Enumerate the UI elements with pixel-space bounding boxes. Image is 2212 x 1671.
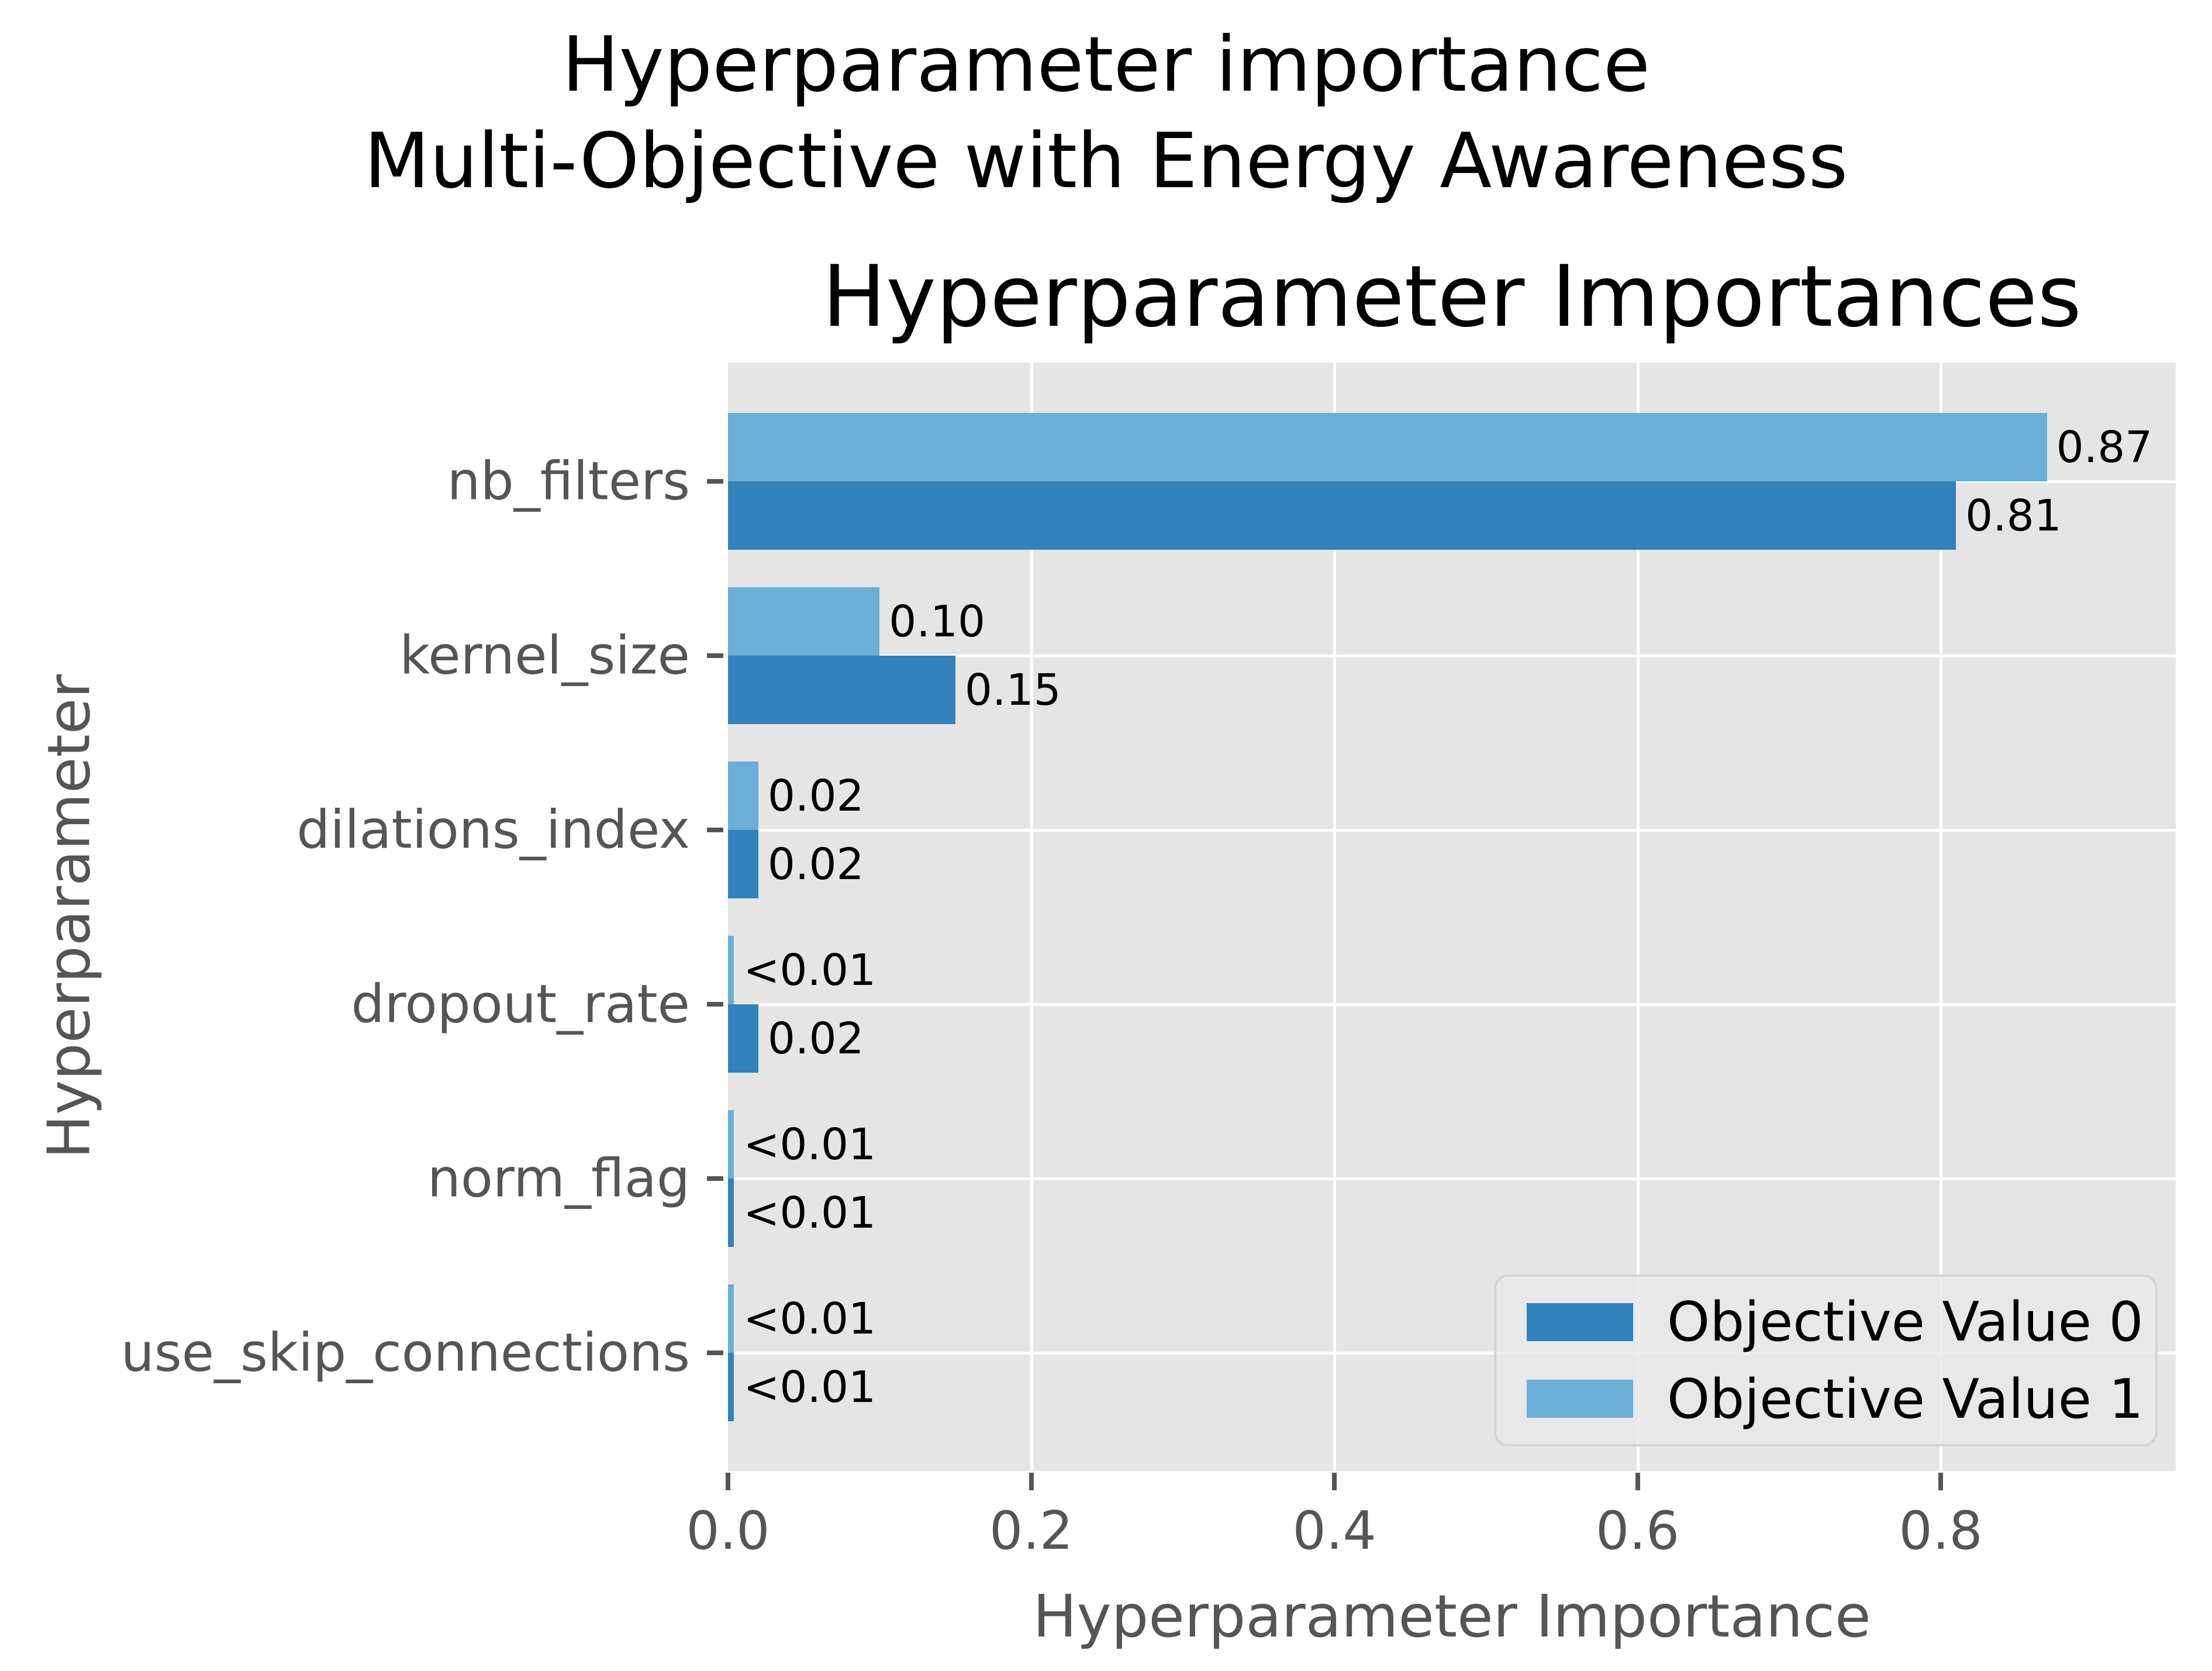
ytick-mark bbox=[707, 1002, 723, 1007]
horizontal-gridline bbox=[728, 829, 2176, 832]
bar-objective-value-0-norm_flag bbox=[728, 1179, 734, 1247]
bar-value-label: 0.02 bbox=[767, 839, 864, 890]
bar-objective-value-0-dropout_rate bbox=[728, 1004, 758, 1073]
ytick-mark bbox=[707, 479, 723, 484]
bar-objective-value-1-norm_flag bbox=[728, 1110, 734, 1179]
y-axis-label: Hyperparameter bbox=[34, 674, 103, 1159]
figure-title-line1: Hyperparameter importance bbox=[561, 20, 1650, 109]
bar-objective-value-0-use_skip_connections bbox=[728, 1353, 734, 1421]
xtick-label: 0.2 bbox=[989, 1500, 1074, 1562]
x-axis-label: Hyperparameter Importance bbox=[1033, 1582, 1871, 1651]
bar-value-label: <0.01 bbox=[743, 1293, 876, 1344]
legend-item-label: Objective Value 1 bbox=[1667, 1367, 2144, 1431]
bar-value-label: 0.02 bbox=[767, 770, 864, 821]
bar-objective-value-0-dilations_index bbox=[728, 830, 758, 898]
bar-value-label: 0.15 bbox=[964, 664, 1061, 715]
horizontal-gridline bbox=[728, 654, 2176, 657]
bar-value-label: 0.81 bbox=[1965, 490, 2062, 541]
xtick-label: 0.4 bbox=[1292, 1500, 1376, 1562]
ytick-mark bbox=[707, 1176, 723, 1181]
bar-value-label: 0.87 bbox=[2056, 422, 2153, 473]
xtick-label: 0.8 bbox=[1899, 1500, 1983, 1562]
legend-item: Objective Value 1 bbox=[1496, 1367, 2155, 1431]
xtick-mark bbox=[1332, 1473, 1337, 1490]
bar-value-label: <0.01 bbox=[743, 945, 876, 995]
axes-title: Hyperparameter Importances bbox=[822, 247, 2082, 346]
xtick-label: 0.6 bbox=[1596, 1500, 1680, 1562]
bar-objective-value-1-nb_filters bbox=[728, 413, 2047, 481]
bar-objective-value-0-kernel_size bbox=[728, 656, 955, 724]
xtick-label: 0.0 bbox=[686, 1500, 770, 1562]
horizontal-gridline bbox=[728, 1177, 2176, 1180]
ytick-label-dropout_rate: dropout_rate bbox=[351, 973, 690, 1035]
xtick-mark bbox=[726, 1473, 730, 1490]
ytick-mark bbox=[707, 1350, 723, 1355]
plot-area: 0.87 0.81 0.10 0.15 0.02 0.02 <0.01 0.02 <0.01 <0… bbox=[728, 363, 2176, 1471]
bar-value-label: 0.02 bbox=[767, 1013, 864, 1064]
vertical-gridline bbox=[1030, 363, 1033, 1471]
bar-objective-value-1-dilations_index bbox=[728, 762, 758, 830]
horizontal-gridline bbox=[728, 1003, 2176, 1006]
bar-value-label: <0.01 bbox=[743, 1362, 876, 1412]
bar-value-label: <0.01 bbox=[743, 1187, 876, 1238]
legend-box: Objective Value 0 Objective Value 1 bbox=[1494, 1274, 2158, 1446]
vertical-gridline bbox=[1636, 363, 1640, 1471]
vertical-gridline bbox=[1940, 363, 1943, 1471]
legend-swatch-objective-value-1 bbox=[1527, 1380, 1633, 1418]
legend-swatch-objective-value-0 bbox=[1527, 1303, 1633, 1341]
bar-value-label: <0.01 bbox=[743, 1119, 876, 1170]
ytick-mark bbox=[707, 653, 723, 658]
ytick-mark bbox=[707, 828, 723, 832]
legend-item-label: Objective Value 0 bbox=[1667, 1290, 2144, 1354]
bar-objective-value-1-kernel_size bbox=[728, 587, 880, 656]
figure-title: Hyperparameter importance Multi-Objectiv… bbox=[0, 16, 2212, 209]
xtick-mark bbox=[1938, 1473, 1944, 1490]
horizontal-gridline bbox=[728, 1352, 2176, 1355]
ytick-label-norm_flag: norm_flag bbox=[427, 1148, 690, 1210]
xtick-mark bbox=[1029, 1473, 1034, 1490]
ytick-label-nb_filters: nb_filters bbox=[447, 450, 690, 512]
bar-objective-value-1-use_skip_connections bbox=[728, 1284, 734, 1353]
bar-objective-value-0-nb_filters bbox=[728, 481, 1956, 550]
bar-objective-value-1-dropout_rate bbox=[728, 936, 734, 1004]
vertical-gridline bbox=[1333, 363, 1337, 1471]
figure-title-line2: Multi-Objective with Energy Awareness bbox=[364, 116, 1848, 206]
legend-item: Objective Value 0 bbox=[1496, 1290, 2155, 1353]
ytick-label-use_skip_connections: use_skip_connections bbox=[120, 1322, 690, 1384]
ytick-label-dilations_index: dilations_index bbox=[296, 799, 690, 861]
xtick-mark bbox=[1635, 1473, 1640, 1490]
ytick-label-kernel_size: kernel_size bbox=[399, 625, 690, 687]
bar-value-label: 0.10 bbox=[889, 596, 986, 647]
